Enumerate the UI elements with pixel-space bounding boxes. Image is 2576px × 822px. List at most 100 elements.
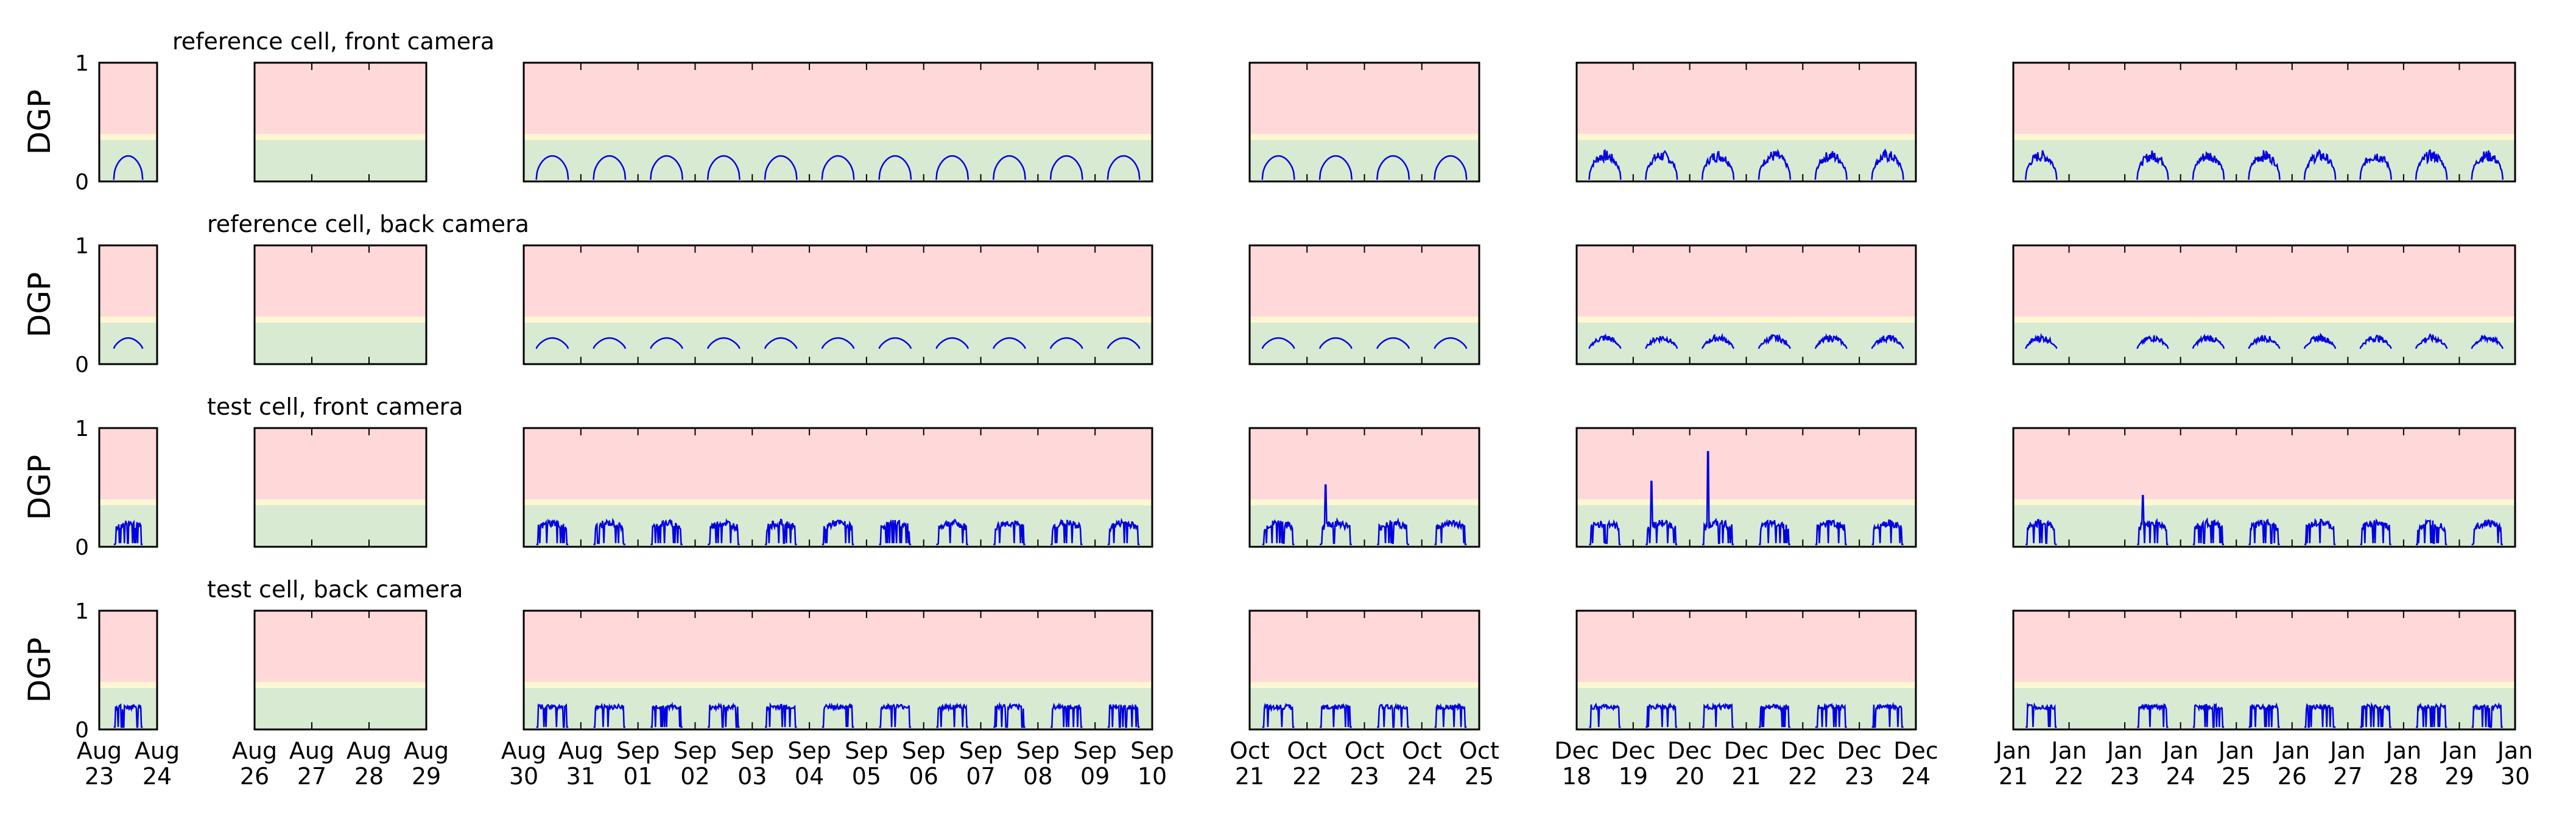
panel-frame [253, 609, 428, 731]
zone-imperceptible [524, 505, 1152, 547]
x-tick-day: 21 [1235, 763, 1264, 790]
zone-disturbing [1577, 63, 1916, 134]
x-tick-day: 31 [566, 763, 596, 790]
row-title: test cell, front camera [207, 393, 463, 420]
x-tick-day: 19 [1619, 763, 1648, 790]
zone-perceptible [1577, 499, 1916, 505]
row-title: test cell, back camera [207, 576, 463, 603]
zone-imperceptible [2013, 322, 2515, 364]
panel [1575, 244, 1917, 365]
x-tick-month: Oct [1230, 737, 1270, 764]
zone-perceptible [2013, 499, 2515, 505]
zone-perceptible [524, 499, 1152, 505]
x-tick-day: 28 [354, 763, 384, 790]
zone-disturbing [2013, 611, 2515, 682]
zone-perceptible [99, 682, 157, 688]
zone-perceptible [2013, 317, 2515, 323]
x-tick-day: 07 [966, 763, 995, 790]
dgp-series-line [2025, 494, 2503, 546]
zone-disturbing [255, 63, 426, 134]
zone-disturbing [99, 63, 157, 134]
zone-perceptible [1577, 682, 1916, 688]
y-tick-label: 1 [75, 51, 89, 76]
x-tick-day: 23 [2110, 763, 2139, 790]
x-tick-month: Jan [2050, 737, 2087, 764]
x-tick-day: 02 [680, 763, 709, 790]
chart-rows: reference cell, front cameraDGP10referen… [22, 28, 2516, 743]
x-tick-day: 21 [1731, 763, 1761, 790]
zone-disturbing [1250, 245, 1479, 317]
zone-disturbing [99, 428, 157, 499]
x-tick-month: Jan [2217, 737, 2254, 764]
zone-disturbing [524, 63, 1152, 134]
panel [1575, 61, 1917, 183]
dgp-series-line [2024, 332, 2504, 350]
zone-imperceptible [255, 505, 426, 547]
x-tick-month: Dec [1724, 737, 1769, 764]
x-tick-day: 30 [509, 763, 538, 790]
zone-imperceptible [255, 687, 426, 729]
dgp-series-line [1261, 155, 1468, 180]
dgp-series-line [1588, 148, 1904, 180]
x-tick-month: Aug [347, 737, 392, 764]
zone-disturbing [1577, 245, 1916, 317]
x-tick-day: 24 [2166, 763, 2195, 790]
zone-perceptible [1250, 499, 1479, 505]
chart-row: test cell, front camera DGP 1 0 [22, 393, 2516, 560]
x-tick-day: 30 [2500, 763, 2530, 790]
x-tick-month: Aug [135, 737, 180, 764]
zone-perceptible [99, 134, 157, 140]
x-tick-day: 29 [412, 763, 441, 790]
x-tick-month: Dec [1554, 737, 1599, 764]
y-tick-label: 1 [75, 234, 89, 259]
panel-frame [253, 244, 428, 365]
panel [253, 61, 428, 183]
x-tick-month: Sep [959, 737, 1003, 764]
x-tick-month: Jan [2106, 737, 2143, 764]
x-tick-month: Oct [1345, 737, 1385, 764]
zone-perceptible [255, 134, 426, 140]
x-tick-month: Dec [1667, 737, 1712, 764]
panel-frame [2012, 427, 2516, 548]
x-tick-day: 20 [1675, 763, 1704, 790]
zone-disturbing [255, 611, 426, 682]
panel-frame [523, 61, 1153, 183]
zone-perceptible [2013, 682, 2515, 688]
panel-frame [523, 244, 1153, 365]
zone-imperceptible [255, 322, 426, 364]
panel-frame [2012, 61, 2516, 183]
x-tick-day: 24 [1901, 763, 1930, 790]
zone-disturbing [524, 611, 1152, 682]
zone-disturbing [1577, 611, 1916, 682]
panel [1248, 609, 1480, 731]
zone-perceptible [255, 317, 426, 323]
x-tick-day: 29 [2444, 763, 2474, 790]
panel-frame [523, 609, 1153, 731]
x-tick-day: 25 [1465, 763, 1494, 790]
x-tick-month: Oct [1287, 737, 1327, 764]
x-tick-day: 26 [240, 763, 269, 790]
zone-perceptible [2013, 134, 2515, 140]
x-tick-day: 28 [2389, 763, 2418, 790]
dgp-series-line [1588, 332, 1904, 350]
x-tick-month: Dec [1893, 737, 1938, 764]
x-tick-day: 25 [2222, 763, 2251, 790]
x-tick-month: Sep [616, 737, 660, 764]
x-tick-month: Jan [2273, 737, 2310, 764]
dgp-series-line [113, 337, 144, 350]
panel [523, 61, 1153, 183]
zone-perceptible [1577, 317, 1916, 323]
x-tick-month: Sep [902, 737, 946, 764]
panel [2012, 244, 2516, 365]
panel [1248, 427, 1480, 548]
x-tick-month: Jan [2329, 737, 2366, 764]
zone-disturbing [99, 611, 157, 682]
zone-perceptible [524, 682, 1152, 688]
x-axis-labels: Aug23Aug24Aug26Aug27Aug28Aug29Aug30Aug31… [77, 737, 2533, 790]
y-axis-label: DGP [22, 272, 57, 337]
dgp-series-line [2024, 149, 2504, 180]
x-tick-month: Sep [1016, 737, 1060, 764]
x-tick-month: Aug [501, 737, 546, 764]
zone-perceptible [1250, 317, 1479, 323]
